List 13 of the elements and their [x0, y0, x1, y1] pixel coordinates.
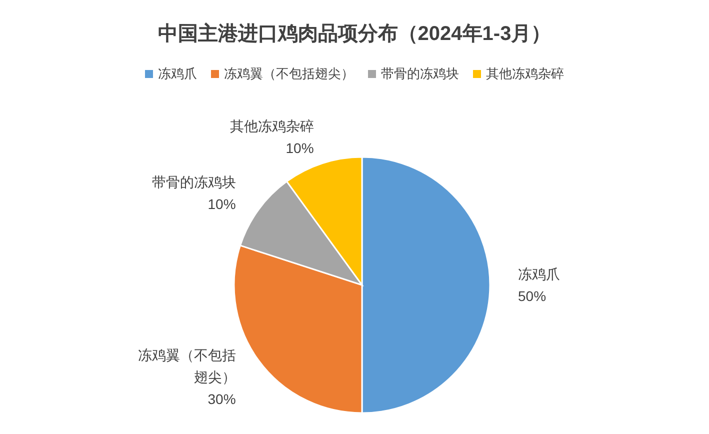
- slice-label: 其他冻鸡杂碎: [228, 116, 314, 136]
- data-label: 50%: [518, 287, 548, 306]
- slice-label: 带骨的冻鸡块: [150, 173, 236, 192]
- legend-label: 冻鸡爪: [157, 65, 197, 83]
- data-label: 30%: [206, 390, 236, 409]
- slice-label: 冻鸡翼（不包括翅尖）: [136, 346, 236, 387]
- legend-label: 带骨的冻鸡块: [380, 65, 459, 83]
- data-label: 10%: [206, 195, 236, 214]
- data-label: 10%: [284, 138, 314, 158]
- legend-label: 冻鸡翼（不包括翅尖）: [223, 65, 354, 83]
- slice-label: 冻鸡爪: [518, 265, 561, 284]
- legend-label: 其他冻鸡杂碎: [485, 65, 564, 83]
- chart-title: 中国主港进口鸡肉品项分布（2024年1-3月）: [156, 22, 552, 47]
